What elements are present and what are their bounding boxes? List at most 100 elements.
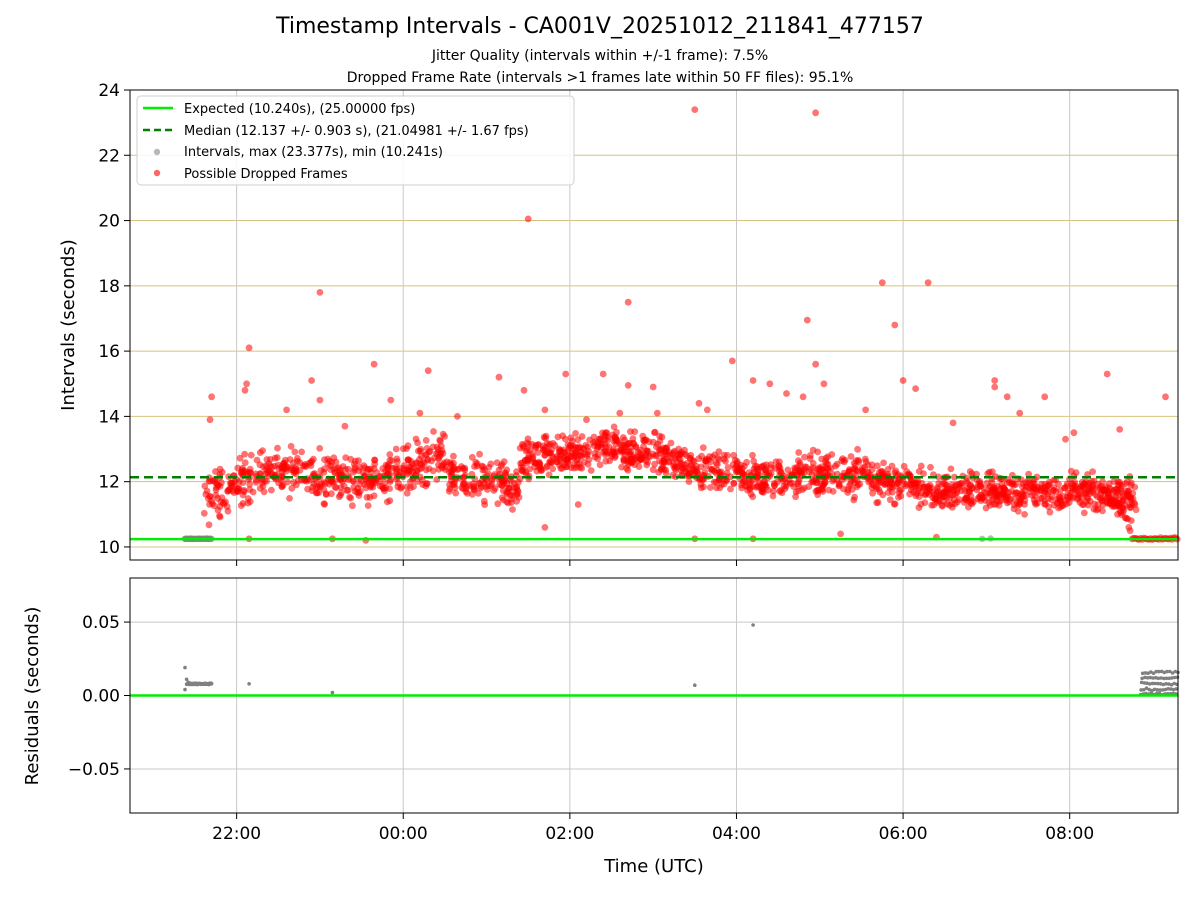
dropped-frame-point	[260, 488, 268, 496]
dropped-frame-point	[412, 435, 420, 443]
dropped-frame-point	[308, 377, 315, 384]
dropped-frame-point	[637, 446, 645, 454]
dropped-frame-point	[938, 481, 946, 488]
dropped-frame-point	[201, 482, 209, 490]
dropped-frame-point	[541, 524, 549, 531]
dropped-frame-point	[651, 460, 658, 468]
dropped-frame-point	[1080, 509, 1088, 517]
dropped-frame-point	[796, 459, 804, 467]
residual-point	[1172, 681, 1176, 686]
dropped-frame-point	[879, 491, 887, 499]
dropped-frame-point	[292, 465, 300, 473]
dropped-frame-point	[205, 521, 213, 529]
dropped-frame-point	[450, 452, 457, 460]
dropped-frame-point	[897, 492, 905, 500]
dropped-frame-point	[973, 470, 980, 478]
residual-point	[1155, 688, 1160, 692]
dropped-frame-point	[720, 455, 728, 463]
dropped-frame-point	[1077, 484, 1085, 492]
dropped-frame-point	[370, 492, 378, 500]
dropped-frame-point	[291, 448, 299, 456]
dropped-frame-point	[861, 463, 868, 471]
dropped-frame-point	[546, 440, 554, 448]
dropped-frame-point	[762, 465, 770, 472]
dropped-frame-point	[513, 497, 520, 505]
dropped-frame-point	[1038, 487, 1045, 494]
dropped-frame-point	[536, 464, 544, 471]
dropped-frame-point	[243, 380, 251, 388]
dropped-frame-point	[293, 481, 300, 489]
dropped-frame-point	[977, 497, 985, 504]
dropped-frame-point	[1126, 527, 1134, 535]
dropped-frame-point	[484, 486, 491, 493]
dropped-frame-point	[991, 383, 999, 391]
dropped-frame-point	[658, 459, 666, 466]
dropped-frame-point	[477, 483, 485, 491]
dropped-frame-point	[678, 464, 686, 472]
dropped-frame-point	[603, 429, 611, 437]
dropped-frame-point	[524, 215, 532, 223]
dropped-frame-point	[810, 477, 817, 484]
dropped-frame-point	[691, 469, 699, 477]
dropped-frame-point	[574, 444, 582, 452]
dropped-frame-point	[468, 453, 476, 461]
dropped-frame-point	[750, 468, 758, 476]
residual-point	[1157, 691, 1162, 696]
dropped-frame-point	[364, 502, 372, 509]
dropped-frame-point	[236, 454, 244, 462]
x-tick-label: 04:00	[712, 824, 761, 844]
residual-point	[1169, 687, 1173, 691]
dropped-frame-point	[598, 443, 605, 451]
dropped-frame-point	[649, 466, 657, 474]
dropped-frame-point	[638, 455, 645, 463]
dropped-frame-point	[241, 450, 249, 458]
residual-point	[1140, 676, 1144, 681]
dropped-frame-point	[684, 466, 692, 473]
dropped-frame-point	[259, 482, 267, 490]
dropped-frame-point	[1044, 482, 1052, 490]
dropped-frame-point	[376, 478, 383, 485]
dropped-frame-rate-subtitle: Dropped Frame Rate (intervals >1 frames …	[346, 70, 854, 86]
dropped-frame-point	[927, 484, 935, 492]
dropped-frame-point	[724, 464, 732, 471]
dropped-frame-point	[743, 458, 750, 466]
dropped-frame-point	[379, 465, 387, 472]
dropped-frame-point	[413, 459, 420, 466]
dropped-frame-point	[964, 479, 971, 487]
dropped-frame-point	[569, 437, 576, 445]
dropped-frame-point	[610, 446, 617, 453]
dropped-frame-point	[400, 465, 408, 472]
dropped-frame-point	[629, 439, 637, 447]
dropped-frame-point	[1094, 505, 1102, 513]
dropped-frame-point	[283, 406, 290, 414]
dropped-frame-point	[212, 491, 220, 499]
residual-point	[1147, 687, 1151, 692]
dropped-frame-point	[845, 467, 853, 475]
dropped-frame-point	[977, 482, 984, 490]
dropped-frame-point	[1078, 478, 1086, 486]
dropped-frame-point	[540, 433, 548, 441]
dropped-frame-point	[274, 444, 281, 452]
dropped-frame-point	[966, 468, 974, 475]
dropped-frame-point	[649, 383, 657, 391]
residual-point	[1161, 688, 1165, 692]
dropped-frame-point	[623, 456, 631, 464]
dropped-frame-point	[1131, 501, 1139, 508]
dropped-frame-point	[794, 480, 802, 488]
dropped-frame-point	[241, 459, 249, 467]
dropped-frame-point	[368, 478, 376, 485]
dropped-frame-point	[1119, 490, 1127, 498]
dropped-frame-point	[494, 500, 502, 508]
residual-point	[1142, 688, 1146, 692]
dropped-frame-point	[271, 462, 278, 470]
dropped-frame-point	[662, 470, 670, 477]
dropped-frame-point	[507, 492, 514, 499]
dropped-frame-point	[523, 446, 531, 454]
dropped-frame-point	[624, 298, 632, 306]
dropped-frame-point	[386, 497, 394, 505]
dropped-frame-point	[599, 370, 607, 378]
dropped-frame-point	[884, 489, 892, 496]
dropped-frame-point	[837, 530, 844, 538]
dropped-frame-point	[454, 413, 461, 420]
dropped-frame-point	[1055, 480, 1062, 488]
